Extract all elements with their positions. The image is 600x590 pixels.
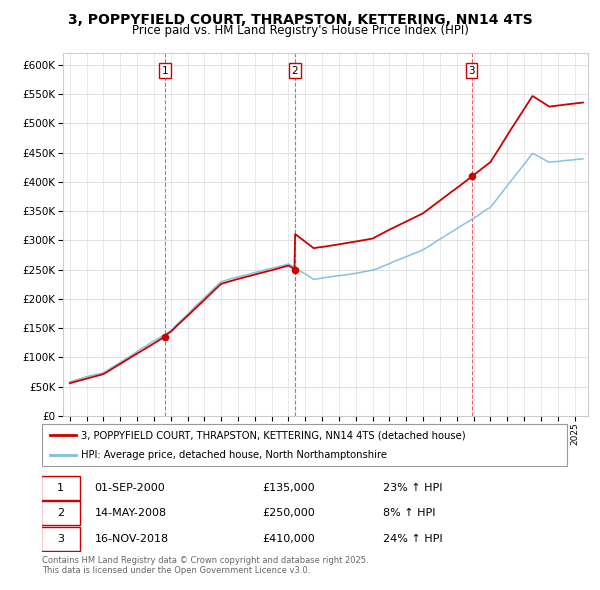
Text: Price paid vs. HM Land Registry's House Price Index (HPI): Price paid vs. HM Land Registry's House … xyxy=(131,24,469,37)
Text: 1: 1 xyxy=(162,65,169,76)
Text: HPI: Average price, detached house, North Northamptonshire: HPI: Average price, detached house, Nort… xyxy=(82,450,388,460)
FancyBboxPatch shape xyxy=(42,424,567,466)
Text: 23% ↑ HPI: 23% ↑ HPI xyxy=(383,483,443,493)
Text: £135,000: £135,000 xyxy=(263,483,315,493)
Text: 2: 2 xyxy=(292,65,298,76)
Text: 24% ↑ HPI: 24% ↑ HPI xyxy=(383,534,443,544)
FancyBboxPatch shape xyxy=(41,476,80,500)
Text: 14-MAY-2008: 14-MAY-2008 xyxy=(95,509,167,519)
Text: £410,000: £410,000 xyxy=(263,534,315,544)
Text: 2: 2 xyxy=(57,509,64,519)
Text: 16-NOV-2018: 16-NOV-2018 xyxy=(95,534,169,544)
FancyBboxPatch shape xyxy=(41,502,80,525)
Text: 3: 3 xyxy=(57,534,64,544)
Text: This data is licensed under the Open Government Licence v3.0.: This data is licensed under the Open Gov… xyxy=(42,566,310,575)
FancyBboxPatch shape xyxy=(41,527,80,551)
Text: 01-SEP-2000: 01-SEP-2000 xyxy=(95,483,165,493)
Text: 3: 3 xyxy=(468,65,475,76)
Text: 8% ↑ HPI: 8% ↑ HPI xyxy=(383,509,436,519)
Text: 1: 1 xyxy=(57,483,64,493)
Text: £250,000: £250,000 xyxy=(263,509,315,519)
Text: Contains HM Land Registry data © Crown copyright and database right 2025.: Contains HM Land Registry data © Crown c… xyxy=(42,556,368,565)
Text: 3, POPPYFIELD COURT, THRAPSTON, KETTERING, NN14 4TS: 3, POPPYFIELD COURT, THRAPSTON, KETTERIN… xyxy=(68,13,532,27)
Text: 3, POPPYFIELD COURT, THRAPSTON, KETTERING, NN14 4TS (detached house): 3, POPPYFIELD COURT, THRAPSTON, KETTERIN… xyxy=(82,430,466,440)
